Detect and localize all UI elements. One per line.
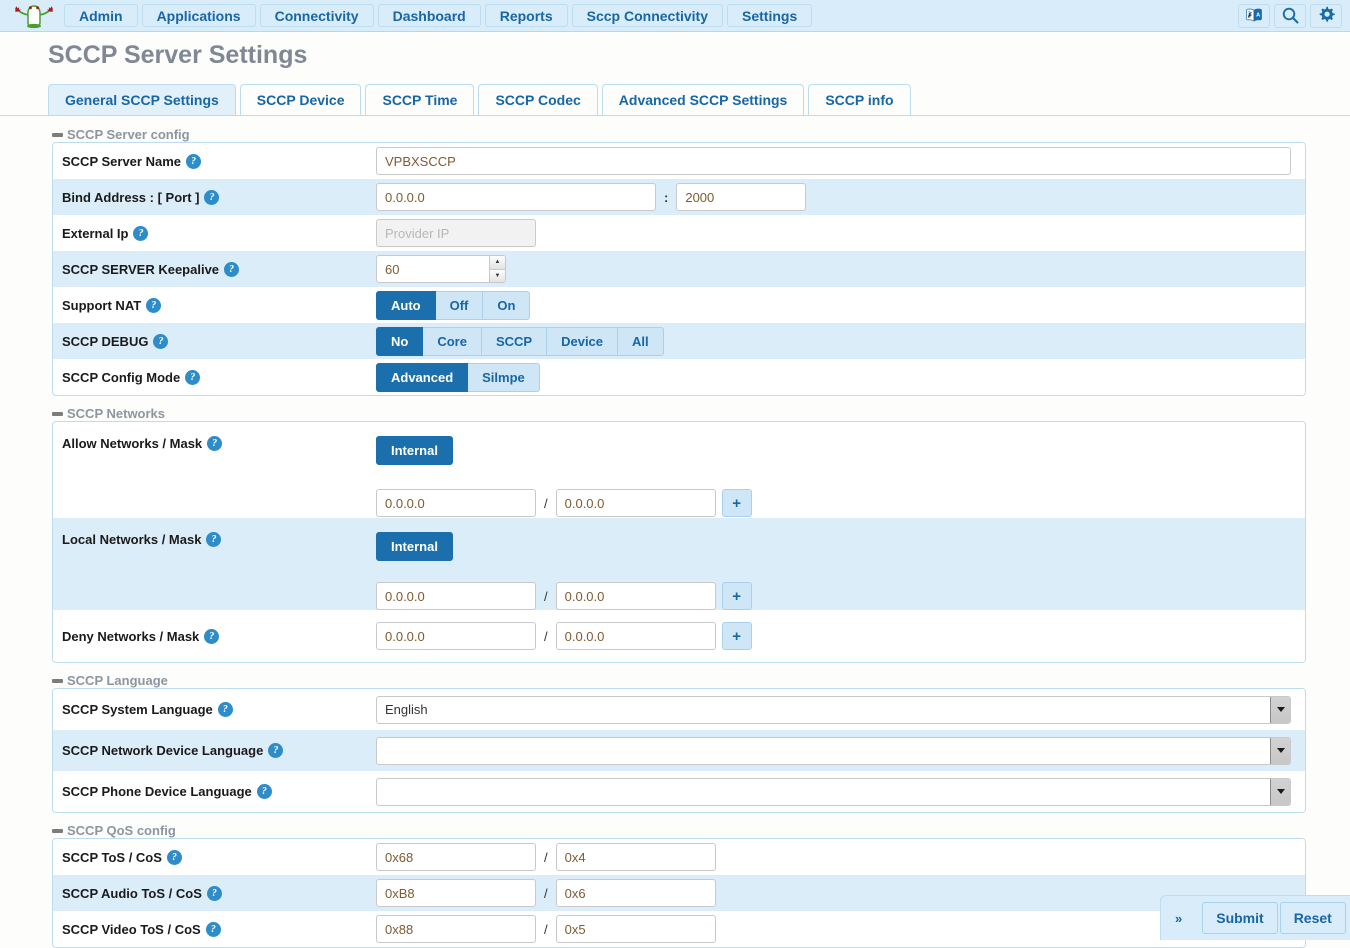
svg-text:A: A [1256,12,1260,18]
